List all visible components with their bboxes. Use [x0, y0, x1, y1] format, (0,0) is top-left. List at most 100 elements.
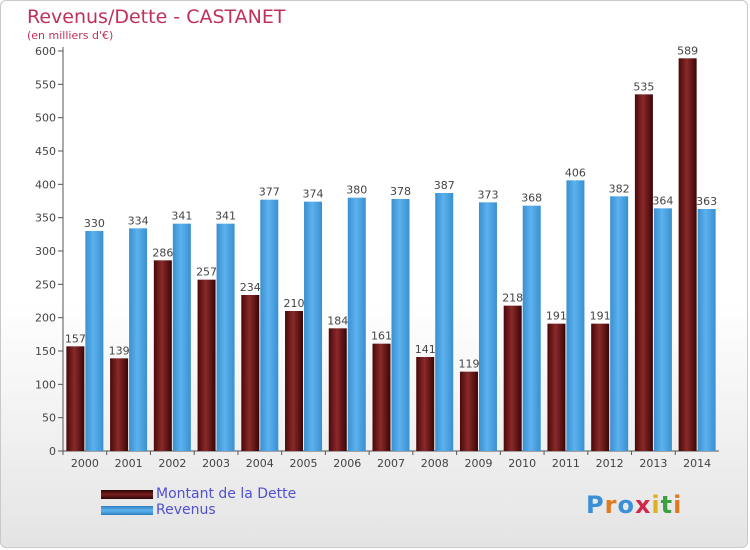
bar-label-dette-2003: 257 — [196, 266, 217, 279]
x-tick-label: 2005 — [290, 457, 318, 470]
bar-label-dette-2000: 157 — [65, 332, 86, 345]
bar-dette-2008 — [416, 357, 435, 451]
bar-label-dette-2006: 184 — [327, 314, 348, 327]
bar-label-revenus-2010: 368 — [521, 192, 542, 205]
bar-label-dette-2007: 161 — [371, 330, 392, 343]
chart-bar-labels: 157 330 139 334 286 341 257 341 234 377 210 374 184 3… — [65, 44, 717, 370]
y-tick-label: 550 — [35, 78, 56, 91]
x-tick-label: 2002 — [158, 457, 186, 470]
bar-revenus-2013 — [653, 208, 672, 451]
bar-label-dette-2013: 535 — [633, 80, 654, 93]
bar-dette-2010 — [503, 305, 522, 451]
bar-label-dette-2005: 210 — [284, 297, 305, 310]
y-tick-label: 300 — [35, 245, 56, 258]
bar-dette-2001 — [110, 358, 129, 451]
x-tick-label: 2009 — [464, 457, 492, 470]
legend-swatch-dette — [101, 490, 153, 499]
bar-revenus-2002 — [172, 223, 191, 451]
chart-title: Revenus/Dette - CASTANET — [27, 6, 286, 28]
bar-revenus-2012 — [610, 196, 629, 451]
bar-label-revenus-2006: 380 — [346, 184, 367, 197]
y-tick-label: 50 — [42, 412, 56, 425]
bar-dette-2003 — [197, 279, 216, 451]
proxiti-logo: Proxiti — [586, 491, 683, 519]
y-tick-label: 200 — [35, 312, 56, 325]
x-tick-label: 2006 — [333, 457, 361, 470]
legend-label-dette: Montant de la Dette — [156, 486, 297, 502]
bar-dette-2009 — [459, 371, 478, 451]
bar-revenus-2014 — [697, 209, 716, 451]
bar-revenus-2004 — [260, 199, 279, 451]
bar-dette-2014 — [678, 58, 697, 451]
bar-label-dette-2010: 218 — [502, 292, 523, 305]
bar-label-dette-2014: 589 — [677, 44, 698, 57]
y-tick-label: 150 — [35, 345, 56, 358]
bar-label-dette-2009: 119 — [458, 358, 479, 371]
legend-label-revenus: Revenus — [156, 502, 216, 518]
x-tick-label: 2003 — [202, 457, 230, 470]
bar-label-dette-2004: 234 — [240, 281, 261, 294]
bar-label-revenus-2012: 382 — [609, 182, 630, 195]
bar-dette-2004 — [241, 295, 260, 451]
chart-axes: 0 50 100 150 200 250 300 350 400 450 500 550 600 2000… — [35, 45, 719, 470]
x-tick-label: 2000 — [71, 457, 99, 470]
bar-dette-2006 — [328, 328, 347, 451]
bar-dette-2007 — [372, 343, 391, 451]
x-tick-label: 2012 — [596, 457, 624, 470]
bar-label-revenus-2007: 378 — [390, 185, 411, 198]
bar-revenus-2000 — [85, 231, 104, 451]
y-tick-label: 0 — [49, 445, 56, 458]
y-tick-label: 100 — [35, 378, 56, 391]
bar-revenus-2008 — [435, 193, 454, 451]
x-tick-label: 2007 — [377, 457, 405, 470]
bar-label-revenus-2001: 334 — [128, 214, 149, 227]
y-tick-label: 250 — [35, 278, 56, 291]
bar-revenus-2011 — [566, 180, 585, 452]
bar-dette-2002 — [153, 260, 172, 451]
bar-revenus-2005 — [304, 201, 323, 451]
bar-label-revenus-2014: 363 — [696, 195, 717, 208]
bar-label-revenus-2002: 341 — [171, 210, 192, 223]
bar-dette-2013 — [634, 94, 653, 451]
x-tick-label: 2010 — [508, 457, 536, 470]
bar-revenus-2006 — [347, 197, 366, 451]
bar-label-dette-2011: 191 — [546, 310, 567, 323]
bar-label-dette-2002: 286 — [152, 246, 173, 259]
y-tick-label: 450 — [35, 145, 56, 158]
x-tick-label: 2001 — [115, 457, 143, 470]
bar-label-dette-2001: 139 — [109, 344, 130, 357]
bar-dette-2000 — [66, 346, 85, 451]
bar-revenus-2010 — [522, 205, 541, 451]
bar-revenus-2003 — [216, 223, 235, 451]
bar-label-dette-2012: 191 — [590, 310, 611, 323]
chart-subtitle: (en milliers d'€) — [27, 29, 114, 42]
bar-revenus-2001 — [129, 228, 148, 451]
x-tick-label: 2011 — [552, 457, 580, 470]
x-tick-label: 2008 — [421, 457, 449, 470]
chart-bars — [66, 58, 716, 452]
y-tick-label: 400 — [35, 178, 56, 191]
bar-dette-2005 — [285, 311, 304, 451]
bar-revenus-2007 — [391, 199, 410, 451]
bar-label-revenus-2005: 374 — [303, 188, 324, 201]
bar-label-revenus-2011: 406 — [565, 166, 586, 179]
bar-dette-2011 — [547, 323, 566, 451]
bar-label-revenus-2003: 341 — [215, 210, 236, 223]
bar-label-revenus-2008: 387 — [434, 179, 455, 192]
bar-label-revenus-2009: 373 — [477, 188, 498, 201]
legend-swatch-revenus — [101, 506, 153, 515]
bar-label-revenus-2004: 377 — [259, 186, 280, 199]
bar-label-dette-2008: 141 — [415, 343, 436, 356]
x-tick-label: 2004 — [246, 457, 274, 470]
y-tick-label: 350 — [35, 212, 56, 225]
y-tick-label: 500 — [35, 112, 56, 125]
x-tick-label: 2013 — [639, 457, 667, 470]
y-tick-label: 600 — [35, 45, 56, 58]
bar-revenus-2009 — [478, 202, 497, 451]
bar-label-revenus-2013: 364 — [652, 194, 673, 207]
x-tick-label: 2014 — [683, 457, 711, 470]
bar-dette-2012 — [591, 323, 610, 451]
bar-label-revenus-2000: 330 — [84, 217, 105, 230]
